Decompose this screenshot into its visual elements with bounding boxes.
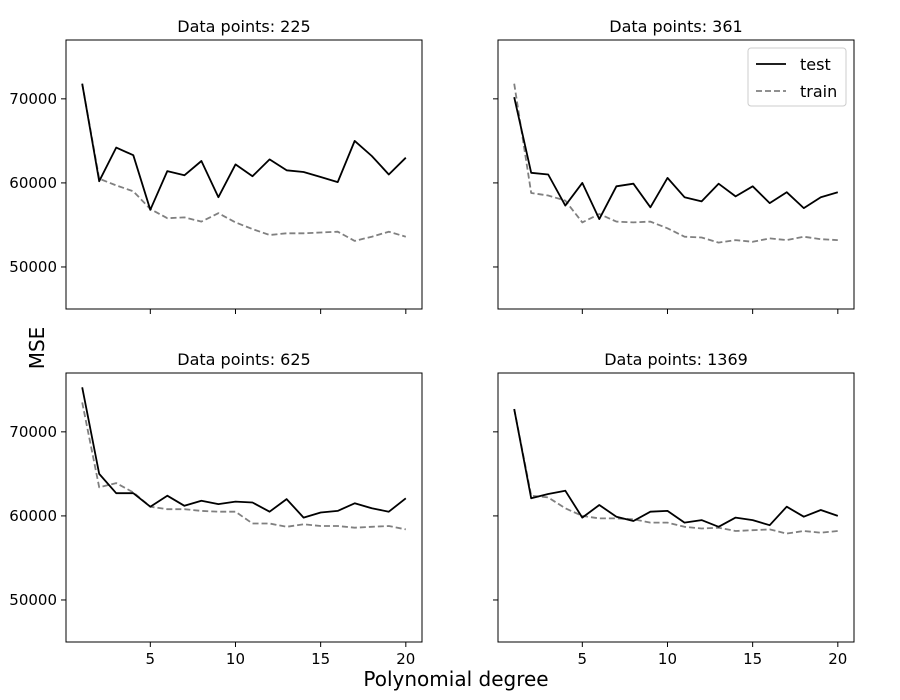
series-line-test — [81, 83, 407, 211]
subplot-title: Data points: 225 — [177, 17, 310, 36]
x-tick-label: 5 — [146, 650, 156, 668]
series-line-test — [513, 97, 839, 221]
axes-frame — [65, 39, 423, 310]
subplot-title: Data points: 625 — [177, 350, 310, 369]
x-axis-label: Polynomial degree — [363, 667, 548, 691]
series-line-train — [81, 83, 407, 242]
series-line-train — [513, 83, 838, 244]
axes-frame — [65, 372, 423, 643]
series-line-test — [513, 408, 839, 528]
x-tick-label: 10 — [226, 650, 245, 668]
x-tick-label: 15 — [311, 650, 330, 668]
series-line-train — [81, 402, 406, 531]
legend-label-train: train — [800, 82, 837, 101]
y-tick-label: 70000 — [9, 423, 57, 441]
subplot-4: Data points: 1369 5 10 15 20 — [493, 350, 855, 668]
y-tick-label: 60000 — [9, 507, 57, 525]
subplot-title: Data points: 361 — [609, 17, 742, 36]
x-tick-label: 10 — [658, 650, 677, 668]
series-line-train — [513, 408, 838, 535]
legend: test train — [747, 47, 847, 107]
axes-frame — [497, 39, 855, 310]
subplot-2: Data points: 361 test train — [493, 17, 855, 314]
y-tick-label: 70000 — [9, 90, 57, 108]
subplot-title: Data points: 1369 — [604, 350, 748, 369]
y-tick-label: 50000 — [9, 591, 57, 609]
y-tick-label: 50000 — [9, 258, 57, 276]
subplot-3: Data points: 625 5 10 15 20 50000 60000 70000 — [9, 350, 423, 668]
x-tick-label: 20 — [396, 650, 415, 668]
y-tick-label: 60000 — [9, 174, 57, 192]
legend-label-test: test — [800, 55, 831, 74]
legend-box — [747, 47, 847, 107]
x-tick-label: 15 — [743, 650, 762, 668]
y-axis-label: MSE — [25, 327, 49, 370]
series-line-test — [81, 387, 407, 519]
axes-frame — [497, 372, 855, 643]
x-tick-label: 20 — [828, 650, 847, 668]
x-tick-label: 5 — [578, 650, 588, 668]
subplot-1: Data points: 225 50000 60000 70000 — [9, 17, 423, 314]
